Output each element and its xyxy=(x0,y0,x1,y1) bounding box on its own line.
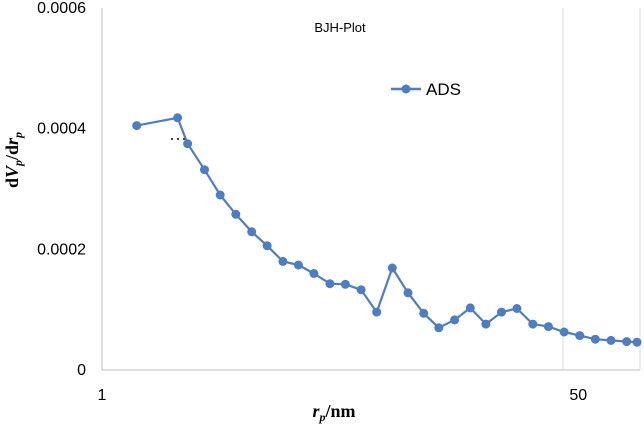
data-point xyxy=(293,260,303,270)
data-point xyxy=(575,331,585,341)
y-tick-label: 0.0002 xyxy=(37,241,86,258)
legend: ADS xyxy=(391,80,461,99)
data-point xyxy=(372,307,382,317)
data-point xyxy=(183,139,193,149)
y-tick-label: 0 xyxy=(77,362,86,379)
y-tick-labels: 0 0.0002 0.0004 0.0006 xyxy=(37,0,86,379)
x-tick-label: 50 xyxy=(569,387,587,404)
x-tick-labels: 1 50 xyxy=(98,387,588,404)
data-point xyxy=(309,269,319,278)
data-point xyxy=(559,327,569,337)
data-point xyxy=(450,315,460,325)
data-point xyxy=(200,165,209,175)
y-tick-label: 0.0006 xyxy=(37,0,86,17)
label-leader-dots xyxy=(171,138,185,140)
data-point xyxy=(622,337,632,347)
data-point xyxy=(512,304,522,313)
data-point xyxy=(387,263,397,273)
data-point xyxy=(590,334,600,344)
data-point xyxy=(132,121,142,131)
data-point xyxy=(262,241,272,251)
data-point xyxy=(356,285,366,295)
data-point xyxy=(528,319,538,329)
data-point xyxy=(173,113,183,123)
data-point xyxy=(632,337,642,347)
legend-marker xyxy=(401,84,411,94)
data-point xyxy=(465,303,475,313)
data-point xyxy=(247,227,257,237)
series-ads xyxy=(132,113,642,347)
data-point xyxy=(278,256,288,266)
data-point xyxy=(606,335,616,345)
data-point xyxy=(215,190,225,200)
data-point xyxy=(403,288,413,298)
data-point xyxy=(497,307,506,317)
data-point xyxy=(340,279,350,289)
data-point xyxy=(434,323,444,333)
chart-title: BJH-Plot xyxy=(314,20,366,35)
data-point xyxy=(419,308,429,318)
data-point xyxy=(481,319,491,329)
legend-label: ADS xyxy=(426,80,461,99)
data-point xyxy=(543,322,553,332)
data-point xyxy=(325,279,335,289)
x-axis-label: rp/nm xyxy=(312,401,355,424)
x-tick-label: 1 xyxy=(98,387,107,404)
data-point xyxy=(231,209,241,219)
y-tick-label: 0.0004 xyxy=(37,121,86,138)
y-axis-label: dVp/drp xyxy=(2,132,25,188)
